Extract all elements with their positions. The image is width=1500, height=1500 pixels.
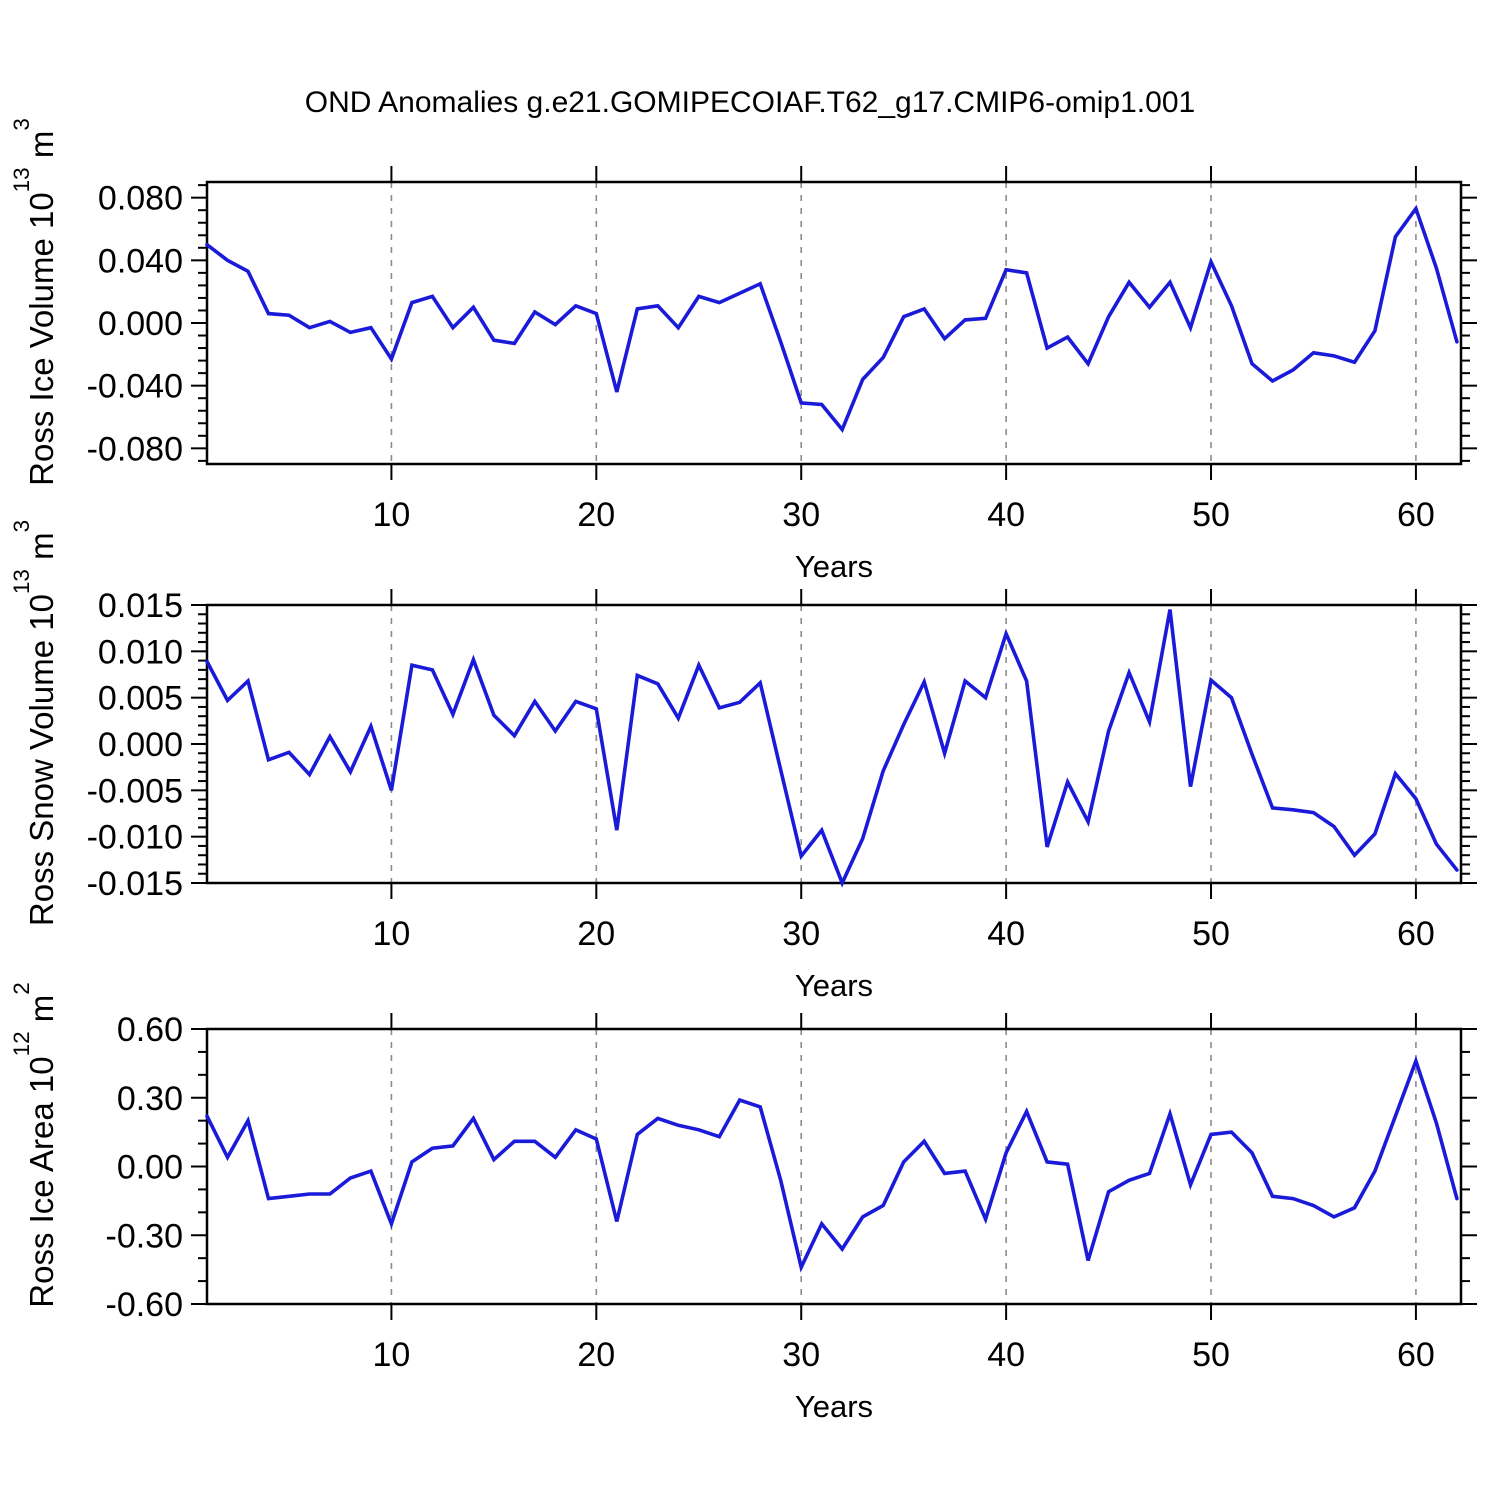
svg-text:0.30: 0.30 <box>117 1080 183 1118</box>
chart-ross-snow-volume: 10 20 30 40 50 60 0.015 0.010 0.005 0.000 -0.005 -0… <box>87 587 1477 953</box>
svg-text:10: 10 <box>372 915 410 953</box>
svg-text:10: 10 <box>372 1336 410 1374</box>
svg-text:0.005: 0.005 <box>98 680 183 718</box>
svg-text:40: 40 <box>987 915 1025 953</box>
chart-ross-ice-volume: 10 20 30 40 50 60 0.080 0.040 0.000 -0.040 -0.080 <box>87 166 1477 534</box>
svg-text:0.015: 0.015 <box>98 587 183 625</box>
x-tick-labels: 10 20 30 40 50 60 <box>372 915 1434 953</box>
svg-text:20: 20 <box>577 915 615 953</box>
gridlines <box>390 1029 1417 1304</box>
svg-text:-0.30: -0.30 <box>106 1217 184 1255</box>
gridlines <box>390 182 1417 464</box>
y-tick-labels: 0.080 0.040 0.000 -0.040 -0.080 <box>87 180 183 469</box>
axis-ticks <box>191 1013 1477 1320</box>
svg-text:30: 30 <box>782 1336 820 1374</box>
svg-text:60: 60 <box>1397 1336 1435 1374</box>
svg-text:0.60: 0.60 <box>117 1011 183 1049</box>
chart-ross-ice-area: 10 20 30 40 50 60 0.60 0.30 0.00 -0.30 -0.60 <box>106 1011 1477 1374</box>
svg-text:-0.005: -0.005 <box>87 772 183 810</box>
svg-text:-0.080: -0.080 <box>87 430 183 468</box>
svg-text:-0.010: -0.010 <box>87 819 183 857</box>
svg-text:30: 30 <box>782 915 820 953</box>
series-line-ross-snow-volume <box>205 609 1459 888</box>
svg-text:-0.60: -0.60 <box>106 1286 184 1324</box>
y-tick-labels: 0.60 0.30 0.00 -0.30 -0.60 <box>106 1011 184 1324</box>
y-tick-labels: 0.015 0.010 0.005 0.000 -0.005 -0.010 -0.015 <box>87 587 183 903</box>
svg-text:0.00: 0.00 <box>117 1149 183 1187</box>
svg-text:50: 50 <box>1192 1336 1230 1374</box>
x-tick-labels: 10 20 30 40 50 60 <box>372 496 1434 534</box>
svg-text:60: 60 <box>1397 496 1435 534</box>
x-tick-labels: 10 20 30 40 50 60 <box>372 1336 1434 1374</box>
svg-text:40: 40 <box>987 496 1025 534</box>
axis-ticks <box>191 166 1477 480</box>
svg-text:10: 10 <box>372 496 410 534</box>
svg-text:-0.040: -0.040 <box>87 368 183 406</box>
svg-text:0.000: 0.000 <box>98 726 183 764</box>
svg-text:20: 20 <box>577 496 615 534</box>
svg-text:0.080: 0.080 <box>98 180 183 218</box>
series-line-ross-ice-volume <box>205 204 1459 433</box>
plot-frame <box>205 1027 1463 1306</box>
x-axis-label-plot2: Years <box>794 968 874 1003</box>
svg-text:20: 20 <box>577 1336 615 1374</box>
svg-text:40: 40 <box>987 1336 1025 1374</box>
plot-frame <box>205 603 1463 885</box>
svg-text:60: 60 <box>1397 915 1435 953</box>
axis-ticks <box>191 589 1477 899</box>
svg-text:-0.015: -0.015 <box>87 865 183 903</box>
y-axis-label-ice-area: Ross Ice Area 1012 m2 <box>8 982 60 1308</box>
page-title: OND Anomalies g.e21.GOMIPECOIAF.T62_g17.… <box>304 86 1196 119</box>
series-line-ross-ice-area <box>205 1055 1459 1273</box>
x-axis-label-plot1: Years <box>794 549 874 584</box>
gridlines <box>390 605 1417 883</box>
svg-text:50: 50 <box>1192 496 1230 534</box>
svg-text:50: 50 <box>1192 915 1230 953</box>
svg-text:0.000: 0.000 <box>98 305 183 343</box>
svg-text:0.040: 0.040 <box>98 242 183 280</box>
x-axis-label-plot3: Years <box>794 1389 874 1424</box>
svg-text:30: 30 <box>782 496 820 534</box>
svg-text:0.010: 0.010 <box>98 633 183 671</box>
